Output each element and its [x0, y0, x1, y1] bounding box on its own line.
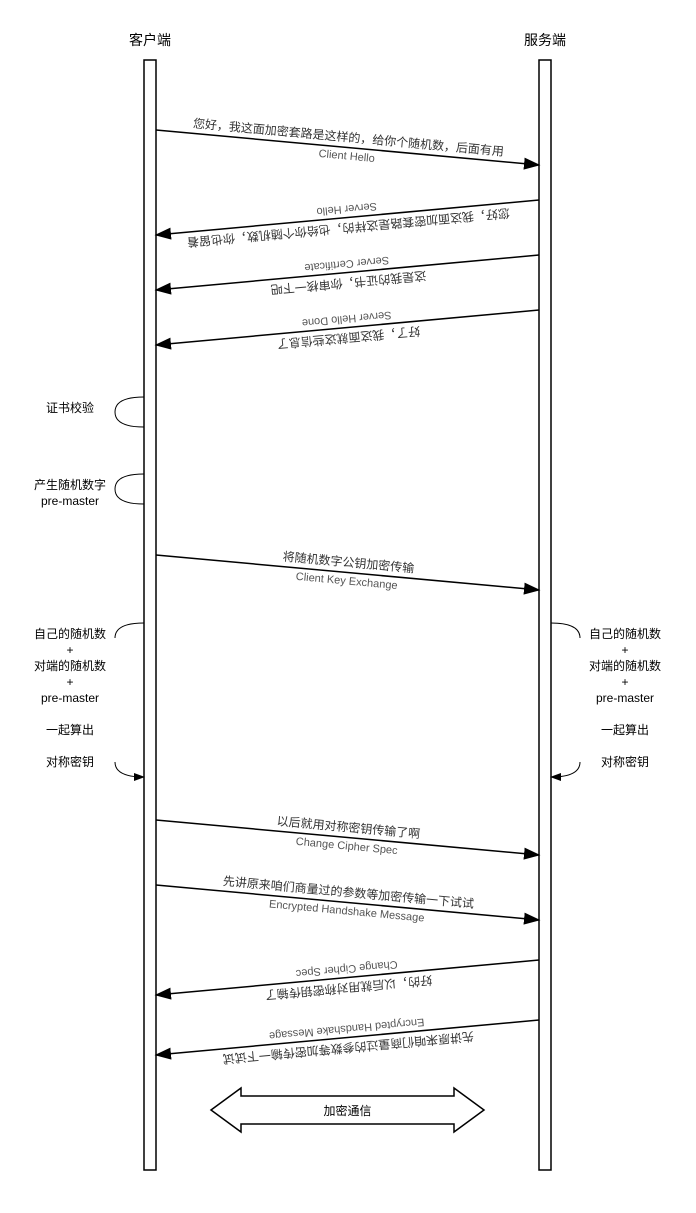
server-note-0-line-1: +	[621, 643, 628, 657]
server-header: 服务端	[524, 32, 566, 48]
server-note-0-line-0: 自己的随机数	[589, 626, 661, 641]
message-sub-7: Change Cipher Spec	[295, 958, 398, 979]
message-4: 将随机数字公钥加密传输Client Key Exchange	[156, 549, 539, 594]
message-2: 这是我的证书，你审核一下吧Server Certificate	[156, 250, 539, 297]
client-note-1-line-1: pre-master	[41, 494, 99, 508]
message-0: 您好，我这面加密套路是这样的，给你个随机数，后面有用Client Hello	[156, 115, 539, 176]
client-lifeline	[144, 60, 156, 1170]
client-header: 客户端	[129, 32, 171, 48]
client-note-2-line-3: +	[66, 675, 73, 689]
client-note-2-line-2: 对端的随机数	[34, 658, 106, 673]
client-note-2-line-8: 对称密钥	[46, 754, 94, 769]
server-note-0-line-6: 一起算出	[601, 722, 649, 737]
client-note-1-line-0: 产生随机数字	[34, 477, 106, 492]
message-sub-4: Client Key Exchange	[295, 571, 398, 592]
message-8: 先讲原来咱们商量过的参数等加密传输一下试试Encrypted Handshake…	[156, 1011, 539, 1067]
server-note-0-line-8: 对称密钥	[601, 754, 649, 769]
sequence-diagram: 客户端 服务端您好，我这面加密套路是这样的，给你个随机数，后面有用Client H…	[0, 0, 696, 1213]
bidir-arrow: 加密通信	[211, 1088, 484, 1132]
client-note-2-line-4: pre-master	[41, 691, 99, 705]
client-note-0: 证书校验	[46, 397, 144, 427]
message-sub-0: Client Hello	[318, 148, 375, 165]
message-1: 您好，我这面加密套路是这样的，也给你个随机数，你也留着Server Hello	[156, 188, 539, 250]
server-note-0-line-2: 对端的随机数	[589, 658, 661, 673]
server-note-0: 自己的随机数+对端的随机数+pre-master一起算出对称密钥	[551, 623, 661, 777]
message-sub-5: Change Cipher Spec	[295, 836, 398, 857]
server-note-0-line-3: +	[621, 675, 628, 689]
client-note-2: 自己的随机数+对端的随机数+pre-master一起算出对称密钥	[34, 623, 144, 777]
client-note-2-line-1: +	[66, 643, 73, 657]
bidir-label: 加密通信	[323, 1103, 371, 1118]
client-note-0-line-0: 证书校验	[46, 400, 94, 415]
message-3: 好了，我这面就这些信息了Server Hello Done	[156, 306, 539, 352]
client-note-2-line-6: 一起算出	[46, 722, 94, 737]
message-6: 先讲原来咱们商量过的参数等加密传输一下试试Encrypted Handshake…	[156, 873, 539, 929]
message-7: 好的，以后就用对称密钥传输了Change Cipher Spec	[156, 955, 539, 1003]
message-5: 以后就用对称密钥传输了啊Change Cipher Spec	[156, 813, 539, 859]
server-note-0-line-4: pre-master	[596, 691, 654, 705]
client-note-1: 产生随机数字 pre-master	[34, 474, 144, 508]
client-note-2-line-0: 自己的随机数	[34, 626, 106, 641]
message-sub-3: Server Hello Done	[301, 308, 392, 328]
message-sub-1: Server Hello	[316, 200, 377, 217]
server-lifeline	[539, 60, 551, 1170]
